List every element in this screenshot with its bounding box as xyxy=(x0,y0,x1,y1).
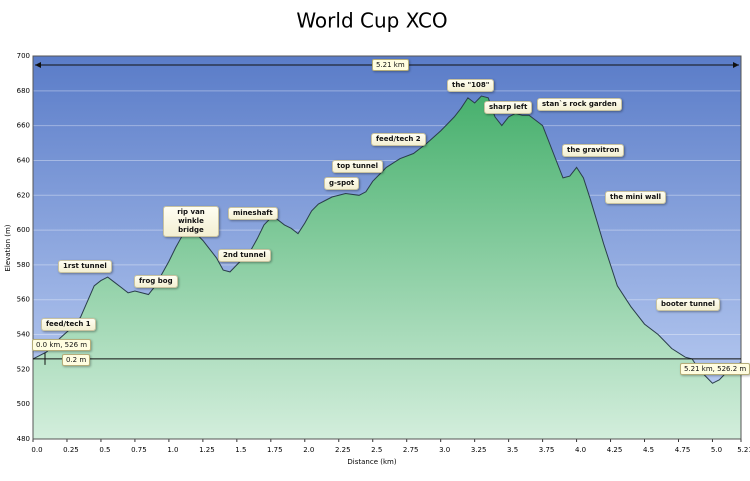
x-tick-label: 4.25 xyxy=(607,446,623,454)
y-tick-label: 600 xyxy=(17,226,30,234)
y-tick-label: 580 xyxy=(17,261,30,269)
measure-label: 5.21 km, 526.2 m xyxy=(680,363,750,375)
x-tick-label: 0.0 xyxy=(31,446,42,454)
y-tick-label: 660 xyxy=(17,122,30,130)
x-tick-label: 3.25 xyxy=(471,446,487,454)
x-tick-label: 0.25 xyxy=(63,446,79,454)
x-tick-label: 4.5 xyxy=(643,446,654,454)
plot-frame xyxy=(32,55,742,440)
y-axis-title: Elevation (m) xyxy=(4,224,12,271)
elevation-area xyxy=(33,96,741,439)
annotation: top tunnel xyxy=(332,160,384,173)
annotation: feed/tech 2 xyxy=(371,133,426,146)
annotation: 1rst tunnel xyxy=(58,260,112,273)
annotation: frog bog xyxy=(134,275,178,288)
y-tick-label: 520 xyxy=(17,365,30,373)
annotation: sharp left xyxy=(484,101,533,114)
x-tick-label: 5.21 xyxy=(737,446,750,454)
annotation: g-spot xyxy=(324,177,360,190)
annotation: booter tunnel xyxy=(656,298,721,311)
y-tick-label: 680 xyxy=(17,87,30,95)
x-tick-label: 1.25 xyxy=(199,446,215,454)
x-tick-label: 3.75 xyxy=(539,446,555,454)
x-tick-label: 4.0 xyxy=(575,446,586,454)
y-tick-label: 700 xyxy=(17,52,30,60)
measure-label: 0.2 m xyxy=(62,354,91,366)
x-tick-label: 2.0 xyxy=(303,446,314,454)
annotation: the "108" xyxy=(447,79,495,92)
annotation: mineshaft xyxy=(228,207,278,220)
measure-label: 0.0 km, 526 m xyxy=(32,339,92,351)
x-tick-label: 0.75 xyxy=(131,446,147,454)
x-tick-label: 3.5 xyxy=(507,446,518,454)
x-tick-label: 5.0 xyxy=(711,446,722,454)
annotation: rip van winkle bridge xyxy=(163,206,219,237)
elevation-line xyxy=(32,95,742,384)
y-tick-label: 500 xyxy=(17,400,30,408)
annotation: the gravitron xyxy=(562,144,625,157)
x-tick-label: 2.75 xyxy=(403,446,419,454)
chart-title: World Cup XCO xyxy=(296,9,447,33)
annotation: feed/tech 1 xyxy=(41,318,96,331)
annotation: 2nd tunnel xyxy=(218,249,271,262)
x-tick-label: 3.0 xyxy=(439,446,450,454)
x-tick-label: 2.25 xyxy=(335,446,351,454)
annotation: the mini wall xyxy=(605,191,667,204)
x-tick-label: 1.0 xyxy=(167,446,178,454)
y-tick-label: 560 xyxy=(17,296,30,304)
x-tick-label: 1.75 xyxy=(267,446,283,454)
y-tick-label: 480 xyxy=(17,435,30,443)
annotation: stan`s rock garden xyxy=(537,98,622,111)
x-tick-label: 0.5 xyxy=(99,446,110,454)
y-tick-label: 540 xyxy=(17,331,30,339)
x-tick-label: 4.75 xyxy=(675,446,691,454)
x-tick-label: 1.5 xyxy=(235,446,246,454)
y-tick-label: 620 xyxy=(17,191,30,199)
x-tick-label: 2.5 xyxy=(371,446,382,454)
x-axis-title: Distance (km) xyxy=(347,458,396,466)
measure-label: 5.21 km xyxy=(372,59,409,71)
y-tick-label: 640 xyxy=(17,156,30,164)
